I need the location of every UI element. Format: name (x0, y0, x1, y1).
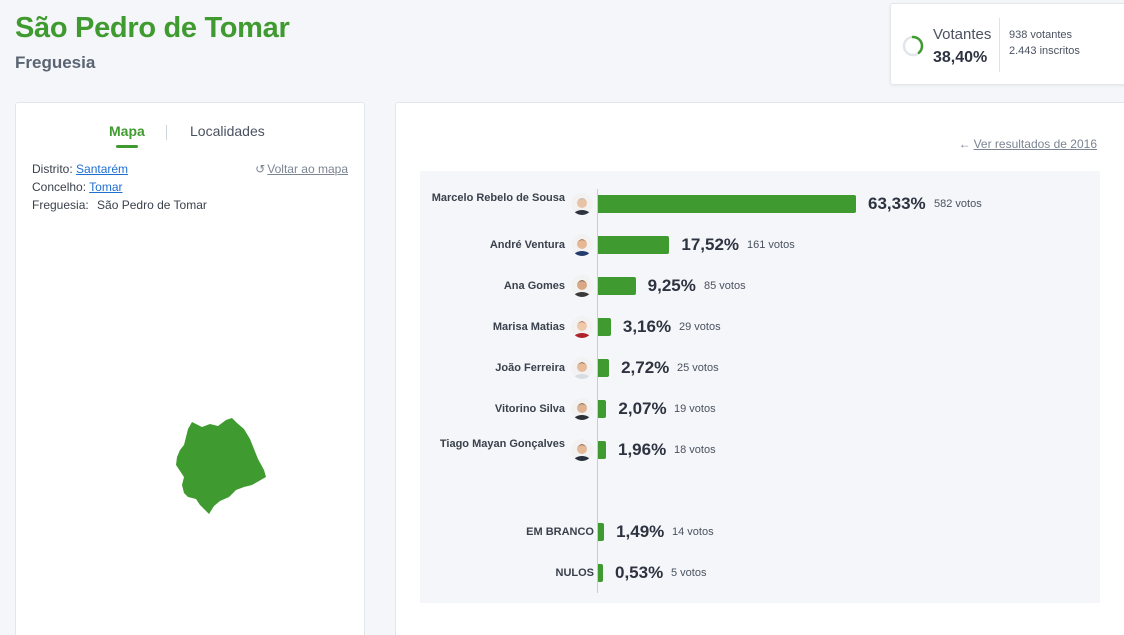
candidate-name: Vitorino Silva (494, 403, 565, 415)
result-percent: 1,49% (616, 522, 665, 541)
candidate-avatar (571, 316, 593, 338)
result-bar (598, 564, 603, 582)
turnout-voters: 938 votantes (1009, 29, 1072, 41)
result-bar (598, 359, 610, 377)
candidate-avatar (571, 234, 593, 256)
parish-label: Freguesia: (32, 198, 89, 212)
result-row: Marisa Matias 3,16% 29 votos (420, 310, 1100, 344)
result-row: André Ventura 17,52% 161 votos (420, 228, 1100, 262)
result-bar (598, 277, 636, 295)
result-row: EM BRANCO 1,49% 14 votos (420, 515, 1100, 549)
county-link[interactable]: Tomar (89, 180, 123, 194)
result-votes: 29 votos (679, 321, 721, 333)
back-to-map-label: Voltar ao mapa (267, 162, 348, 176)
turnout-label: Votantes (933, 26, 992, 43)
result-percent: 1,96% (617, 440, 667, 459)
result-votes: 14 votos (672, 526, 714, 538)
candidate-avatar (571, 193, 593, 215)
candidate-name: Marcelo Rebelo de Sousa (431, 192, 565, 204)
result-bar (598, 441, 606, 459)
result-row: Tiago Mayan Gonçalves 1,96% 18 votos (420, 433, 1100, 467)
page-subtitle: Freguesia (15, 53, 96, 72)
district-link[interactable]: Santarém (76, 162, 129, 176)
district-row: Distrito: Santarém (32, 162, 128, 176)
candidate-name: NULOS (555, 567, 595, 579)
candidate-avatar (571, 398, 593, 420)
tab-active-indicator (116, 145, 138, 148)
candidate-name: André Ventura (489, 239, 565, 251)
result-votes: 161 votos (747, 239, 795, 251)
result-votes: 5 votos (671, 567, 707, 579)
result-bar (598, 195, 856, 213)
parish-row: Freguesia: São Pedro de Tomar (32, 198, 207, 212)
turnout-progress-ring-icon (902, 35, 924, 57)
tab-map[interactable]: Mapa (109, 123, 145, 139)
back-to-map-link[interactable]: ↺ Voltar ao mapa (255, 162, 348, 176)
tab-divider (166, 125, 167, 140)
undo-icon: ↺ (255, 162, 266, 176)
county-row: Concelho: Tomar (32, 180, 123, 194)
candidate-name: João Ferreira (495, 362, 565, 374)
candidate-name: EM BRANCO (526, 526, 594, 538)
turnout-registered: 2.443 inscritos (1009, 45, 1080, 57)
turnout-divider (999, 18, 1000, 72)
arrow-left-icon: ← (958, 137, 971, 151)
candidate-name: Tiago Mayan Gonçalves (439, 438, 565, 450)
result-percent: 3,16% (622, 317, 672, 336)
results-chart: Marcelo Rebelo de Sousa 63,33% 582 votos An… (420, 171, 1100, 603)
result-percent: 63,33% (868, 194, 926, 213)
result-bar (598, 400, 607, 418)
result-row: Ana Gomes 9,25% 85 votos (420, 269, 1100, 303)
result-bar (598, 318, 611, 336)
result-row: Marcelo Rebelo de Sousa 63,33% 582 votos (420, 187, 1100, 221)
result-percent: 2,72% (621, 358, 670, 377)
county-label: Concelho: (32, 180, 87, 194)
result-votes: 18 votos (674, 444, 716, 456)
tab-localidades[interactable]: Localidades (190, 123, 265, 139)
turnout-percent: 38,40% (933, 49, 988, 66)
result-bar (598, 523, 605, 541)
map-panel: Mapa Localidades Distrito: Santarém Conc… (15, 102, 365, 635)
result-votes: 85 votos (704, 280, 746, 292)
page-title: São Pedro de Tomar (15, 12, 290, 44)
result-row: Vitorino Silva 2,07% 19 votos (420, 392, 1100, 426)
previous-results-link[interactable]: ← Ver resultados de 2016 (959, 137, 1097, 151)
parish-value: São Pedro de Tomar (97, 198, 207, 212)
result-percent: 17,52% (681, 235, 740, 254)
parish-map-shape[interactable] (174, 415, 269, 515)
chart-axis-line (597, 189, 598, 593)
turnout-card: Votantes 38,40% 938 votantes 2.443 inscr… (890, 3, 1124, 85)
result-percent: 2,07% (618, 399, 667, 418)
candidate-name: Ana Gomes (503, 280, 565, 292)
result-votes: 19 votos (674, 403, 716, 415)
result-percent: 9,25% (647, 276, 696, 295)
district-label: Distrito: (32, 162, 73, 176)
result-votes: 582 votos (934, 198, 982, 210)
result-votes: 25 votos (677, 362, 719, 374)
results-panel: ← Ver resultados de 2016 Marcelo Rebelo d… (395, 102, 1124, 635)
result-bar (598, 236, 670, 254)
result-row: João Ferreira 2,72% 25 votos (420, 351, 1100, 385)
result-percent: 0,53% (615, 563, 664, 582)
candidate-avatar (571, 275, 593, 297)
previous-results-label: Ver resultados de 2016 (973, 137, 1097, 151)
candidate-avatar (571, 439, 593, 461)
result-row: NULOS 0,53% 5 votos (420, 556, 1100, 590)
candidate-avatar (571, 357, 593, 379)
candidate-name: Marisa Matias (492, 321, 565, 333)
